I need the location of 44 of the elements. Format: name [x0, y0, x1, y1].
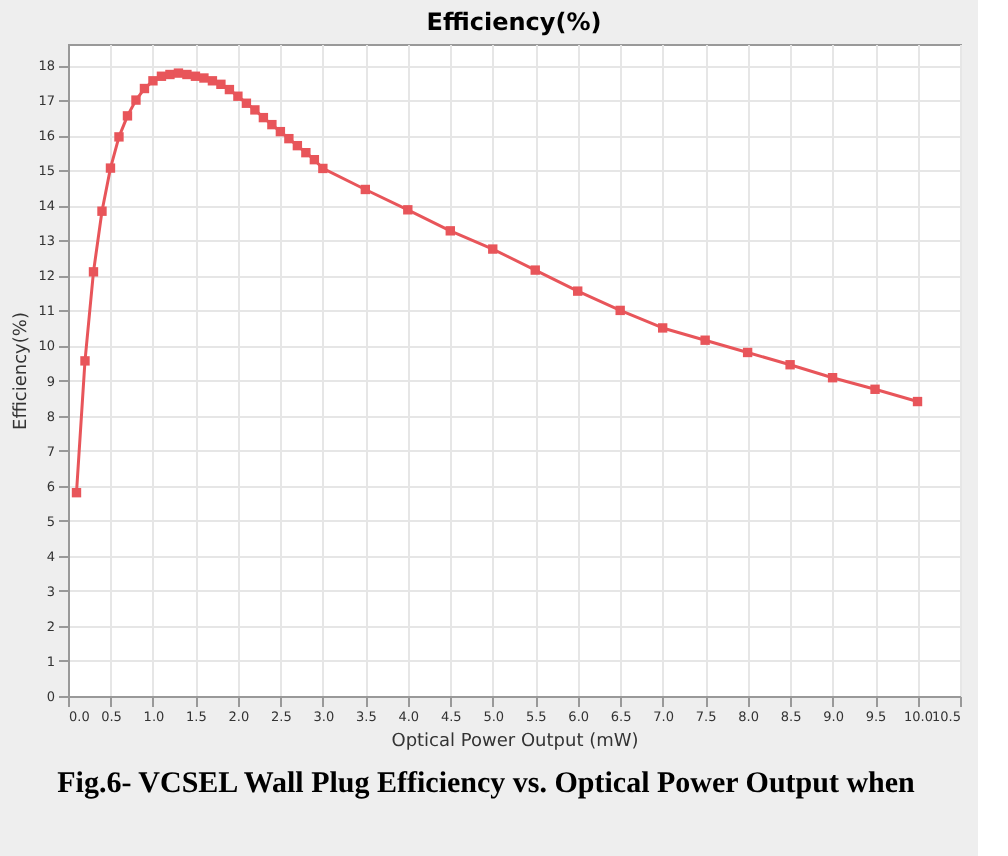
point — [216, 79, 226, 89]
point — [870, 384, 880, 394]
point — [912, 396, 923, 407]
point — [250, 105, 260, 115]
y-axis-title: Efficiency(%) — [12, 312, 33, 430]
chart-title: Efficiency(%) — [426, 8, 602, 36]
point — [258, 112, 269, 123]
point — [267, 119, 277, 130]
point — [309, 154, 320, 165]
x-axis-title: Optical Power Output (mW) — [391, 732, 639, 752]
point — [114, 132, 124, 142]
point — [148, 76, 158, 86]
point — [199, 73, 209, 83]
point — [182, 69, 192, 80]
point — [657, 323, 668, 333]
point — [173, 68, 184, 78]
point — [445, 226, 455, 236]
point — [139, 83, 150, 94]
point — [233, 91, 243, 101]
point — [165, 69, 175, 80]
point — [615, 305, 625, 316]
point — [275, 126, 286, 137]
point — [97, 206, 107, 216]
point — [80, 356, 90, 366]
point — [530, 265, 540, 275]
point — [292, 140, 303, 151]
point — [827, 373, 838, 383]
caption: Fig.6- VCSEL Wall Plug Efficiency vs. Optical Power Output when — [57, 768, 917, 800]
point — [403, 205, 413, 215]
point — [105, 163, 116, 173]
point — [131, 95, 141, 105]
point — [284, 133, 294, 144]
point — [122, 111, 133, 121]
point — [88, 267, 99, 277]
point — [488, 244, 498, 254]
point — [360, 184, 371, 195]
point — [700, 335, 710, 345]
point — [301, 147, 311, 158]
point — [224, 84, 235, 95]
point — [573, 286, 583, 296]
point — [785, 360, 795, 370]
point — [318, 163, 328, 174]
point — [71, 488, 82, 498]
point — [742, 347, 753, 358]
